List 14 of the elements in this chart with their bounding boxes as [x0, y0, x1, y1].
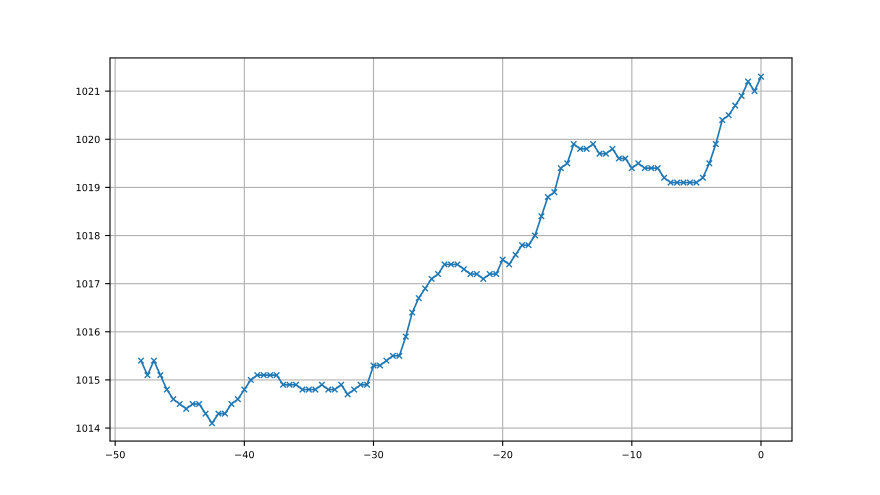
y-tick-label: 1019 [76, 184, 100, 192]
y-tick-label: 1017 [76, 280, 100, 288]
x-tick-label: 0 [758, 450, 764, 458]
y-tick-label: 1016 [76, 328, 100, 336]
y-tick-label: 1018 [76, 232, 100, 240]
y-tick-label: 1015 [76, 376, 100, 384]
x-tick-label: −50 [106, 450, 125, 458]
y-tick-label: 1014 [76, 424, 100, 432]
y-tick-label: 1020 [76, 136, 100, 144]
x-tick-label: −20 [493, 450, 512, 458]
y-tick-label: 1021 [76, 88, 100, 95]
x-tick-label: −30 [364, 450, 384, 458]
x-tick-label: −10 [622, 450, 642, 458]
x-tick-label: −40 [235, 450, 254, 458]
